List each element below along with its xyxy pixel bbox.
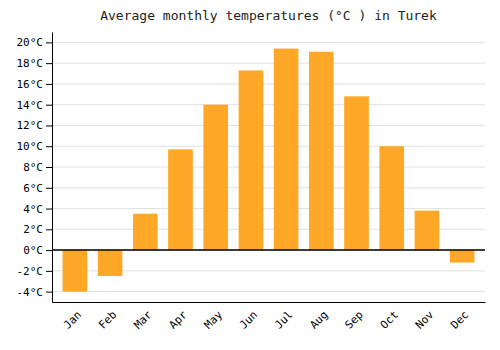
y-tick: -4°C bbox=[17, 286, 53, 299]
bar bbox=[379, 146, 404, 250]
x-tick: Feb bbox=[96, 308, 119, 331]
grid-line bbox=[52, 291, 485, 292]
grid-line bbox=[52, 83, 485, 84]
x-tick-label: Aug bbox=[307, 308, 330, 331]
y-tick-label: 10°C bbox=[17, 140, 44, 153]
x-tick: Jan bbox=[61, 308, 84, 331]
x-tick: Jun bbox=[237, 308, 260, 331]
grid-line bbox=[52, 208, 485, 209]
y-tick: 18°C bbox=[17, 57, 53, 70]
y-tick-label: 8°C bbox=[23, 161, 43, 174]
x-tick: Mar bbox=[131, 308, 155, 332]
y-tick-mark bbox=[46, 42, 52, 43]
y-tick: 6°C bbox=[23, 182, 52, 195]
y-tick: 2°C bbox=[23, 223, 52, 236]
y-tick: 14°C bbox=[17, 99, 53, 112]
y-tick: 12°C bbox=[17, 119, 53, 132]
grid-line bbox=[52, 146, 485, 147]
bar bbox=[309, 52, 334, 250]
grid bbox=[52, 42, 485, 291]
y-tick-mark bbox=[46, 167, 52, 168]
y-tick-label: -2°C bbox=[17, 265, 44, 278]
x-tick: Dec bbox=[448, 308, 471, 331]
y-tick-label: -4°C bbox=[17, 286, 44, 299]
y-tick: 16°C bbox=[17, 78, 53, 91]
y-tick-label: 0°C bbox=[23, 244, 43, 257]
x-tick: Oct bbox=[378, 308, 401, 331]
y-tick-label: 16°C bbox=[17, 78, 44, 91]
y-tick-label: 12°C bbox=[17, 119, 44, 132]
title: Average monthly temperatures (°C ) in Tu… bbox=[100, 8, 437, 23]
y-tick: -2°C bbox=[17, 265, 53, 278]
y-tick-mark bbox=[46, 105, 52, 106]
y-tick-mark bbox=[46, 63, 52, 64]
y-tick-mark bbox=[46, 146, 52, 147]
x-tick-label: Oct bbox=[378, 308, 401, 331]
grid-line bbox=[52, 187, 485, 188]
bar bbox=[98, 250, 123, 276]
bar bbox=[239, 70, 264, 250]
y-tick: 0°C bbox=[23, 244, 52, 257]
zero-line bbox=[52, 249, 485, 251]
y-tick-label: 18°C bbox=[17, 57, 44, 70]
x-axis: Jan Feb Mar Apr May Jun Jul Aug Sep Oct Nov Dec bbox=[53, 303, 486, 332]
y-tick-mark bbox=[46, 84, 52, 85]
y-tick: 20°C bbox=[17, 36, 53, 49]
bar bbox=[133, 214, 158, 250]
grid-line bbox=[52, 42, 485, 43]
y-tick: 8°C bbox=[23, 161, 52, 174]
y-tick-label: 6°C bbox=[23, 182, 43, 195]
y-tick-mark bbox=[46, 292, 52, 293]
y-tick-label: 2°C bbox=[23, 223, 43, 236]
x-tick-label: Jul bbox=[272, 308, 295, 331]
bar bbox=[274, 49, 299, 250]
bar bbox=[450, 250, 475, 262]
chart: -4°C -2°C 0°C 2°C 4°C 6°C 8°C 10°C 12°C 14°C 16°C 1… bbox=[0, 0, 500, 350]
y-tick: 4°C bbox=[23, 203, 52, 216]
x-tick-label: Feb bbox=[96, 308, 119, 331]
grid-line bbox=[52, 250, 485, 251]
x-axis-line bbox=[53, 302, 486, 303]
x-tick: Jul bbox=[272, 308, 295, 331]
bar bbox=[203, 105, 228, 250]
x-tick-label: Jan bbox=[61, 308, 84, 331]
x-tick: Sep bbox=[343, 308, 366, 331]
bar bbox=[415, 211, 440, 250]
y-tick-mark bbox=[46, 209, 52, 210]
bar bbox=[344, 96, 369, 250]
x-tick: Nov bbox=[413, 308, 437, 332]
x-tick-label: Jun bbox=[237, 308, 260, 331]
y-tick-mark bbox=[46, 188, 52, 189]
bar bbox=[168, 149, 193, 250]
x-tick: Apr bbox=[167, 308, 191, 332]
grid-line bbox=[52, 167, 485, 168]
x-tick-label: Apr bbox=[167, 308, 191, 332]
plot-area bbox=[52, 49, 485, 292]
y-tick-mark bbox=[46, 229, 52, 230]
x-tick: May bbox=[202, 308, 226, 332]
y-tick-mark bbox=[46, 125, 52, 126]
x-tick-label: Dec bbox=[448, 308, 471, 331]
x-tick-label: May bbox=[202, 308, 226, 332]
y-axis: -4°C -2°C 0°C 2°C 4°C 6°C 8°C 10°C 12°C 14°C 16°C 1… bbox=[17, 33, 53, 303]
grid-line bbox=[52, 104, 485, 105]
x-tick-label: Nov bbox=[413, 308, 437, 332]
y-tick-label: 14°C bbox=[17, 99, 44, 112]
y-tick-label: 20°C bbox=[17, 36, 44, 49]
y-tick-mark bbox=[46, 271, 52, 272]
y-tick-mark bbox=[46, 250, 52, 251]
grid-line bbox=[52, 63, 485, 64]
grid-line bbox=[52, 125, 485, 126]
x-tick: Aug bbox=[307, 308, 330, 331]
x-tick-label: Sep bbox=[343, 308, 366, 331]
y-axis-line bbox=[52, 33, 53, 303]
y-tick: 10°C bbox=[17, 140, 53, 153]
y-tick-label: 4°C bbox=[23, 203, 43, 216]
bar bbox=[63, 250, 88, 292]
x-tick-label: Mar bbox=[131, 308, 155, 332]
